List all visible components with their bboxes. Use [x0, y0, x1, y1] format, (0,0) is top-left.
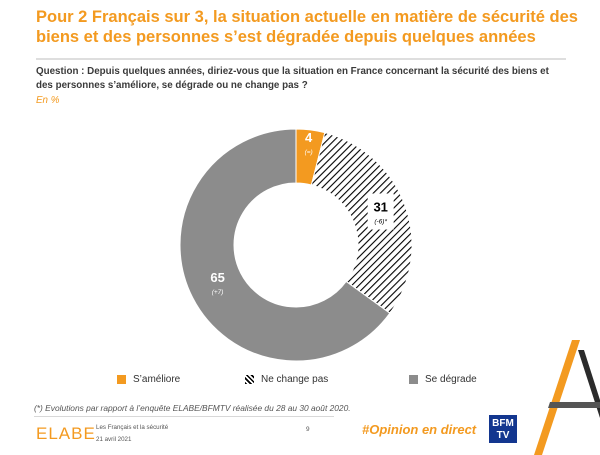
change-label: (+7) [212, 289, 224, 296]
legend-swatch-hatched [245, 375, 254, 384]
tv-text: TV [496, 430, 510, 441]
legend-swatch-orange [117, 375, 126, 384]
footer-divider [34, 416, 334, 417]
elabe-logo: ELABE [36, 424, 96, 443]
change-label: (-6)* [374, 219, 387, 226]
survey-title: Les Français et la sécurité [96, 424, 169, 431]
legend-item-no-change: Ne change pas [245, 374, 328, 385]
legend-item-improves: S’améliore [117, 374, 180, 385]
footnote: (*) Evolutions par rapport à l’enquête E… [34, 403, 351, 413]
page-number: 9 [306, 426, 310, 433]
legend-swatch-grey [409, 375, 418, 384]
change-label: (=) [305, 149, 313, 156]
donut-chart: 4 (=) 31 (-6)* 65 (+7) [179, 128, 413, 362]
bfm-text: BFM [492, 418, 514, 429]
survey-date: 21 avril 2021 [96, 436, 132, 443]
legend-label: Ne change pas [261, 374, 329, 385]
value-label: 31 [373, 200, 387, 215]
chart-legend: S’améliore Ne change pas Se dégrade [0, 374, 600, 394]
question-text: Question : Depuis quelques années, dirie… [36, 66, 549, 91]
value-label-background [367, 193, 394, 230]
legend-label: S’améliore [133, 374, 181, 385]
legend-item-degrades: Se dégrade [409, 374, 477, 385]
hashtag: #Opinion en direct [362, 422, 477, 437]
slice-degrades [179, 128, 391, 362]
value-label: 4 [305, 130, 313, 145]
divider [36, 58, 566, 60]
decorative-a-shape [534, 340, 600, 455]
bfmtv-logo: BFM TV [489, 415, 517, 443]
page-title: Pour 2 Français sur 3, la situation actu… [36, 8, 578, 46]
value-label: 65 [210, 270, 224, 285]
legend-label: Se dégrade [425, 374, 477, 385]
slice-no-change [310, 132, 413, 314]
unit-label: En % [36, 95, 60, 106]
